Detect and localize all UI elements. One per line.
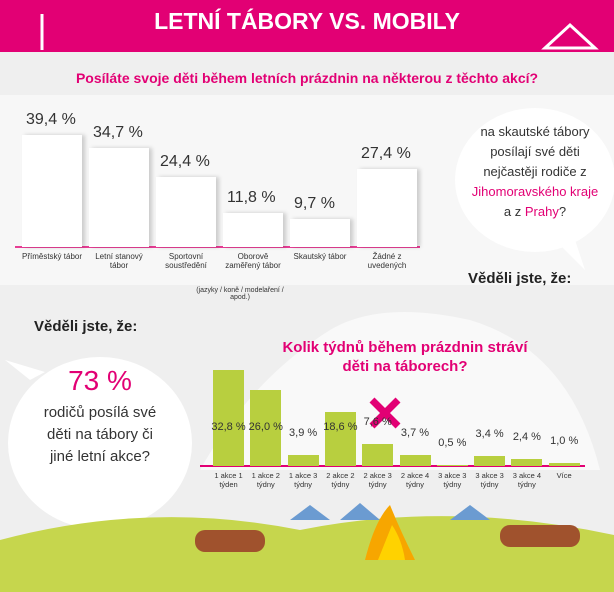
category-label: 2 akce 3 týdny — [363, 471, 392, 489]
bar — [362, 443, 394, 466]
value-label: 2,4 % — [512, 430, 541, 443]
bar — [287, 454, 319, 466]
bar — [213, 369, 244, 466]
bar — [250, 389, 282, 466]
fact-value: 73 % — [68, 365, 132, 396]
category-label: Letní stanový tábor — [95, 252, 143, 270]
value-label: 3,7 % — [400, 427, 430, 440]
category-label: Více — [556, 471, 572, 480]
value-label: 18,6 % — [323, 421, 358, 433]
value-label: 27,4 % — [361, 144, 411, 162]
value-label: 26,0 % — [248, 421, 283, 433]
category-label: Žádné z uvedených — [367, 252, 407, 270]
fact-text: ? — [558, 204, 567, 219]
value-label: 9,7 % — [294, 195, 335, 213]
category-label: 3 akce 3 týdny — [475, 471, 504, 489]
bar — [511, 458, 543, 466]
category-label: Oborově zaměřený tábor — [225, 252, 281, 270]
title: LETNÍ TÁBORY VS. MOBILY — [154, 8, 460, 34]
value-label: 1,0 % — [550, 435, 579, 448]
category-label: 1 akce 1 týden — [214, 471, 243, 489]
category-label: 3 akce 3 týdny — [438, 471, 467, 489]
category-label: 2 akce 4 týdny — [400, 471, 430, 489]
bar — [22, 134, 82, 247]
category-label: 3 akce 4 týdny — [512, 471, 542, 489]
category-label: 1 akce 2 týdny — [251, 471, 280, 489]
fact-heading: Věděli jste, že: — [468, 270, 572, 287]
category-label: 2 akce 2 týdny — [326, 471, 355, 489]
fact-heading: Věděli jste, že: — [34, 318, 138, 335]
bar — [436, 464, 468, 466]
chart-title: Posíláte svoje děti během letních prázdn… — [75, 70, 539, 86]
value-label: 24,4 % — [160, 153, 210, 171]
category-label: Skautský tábor — [293, 252, 347, 261]
value-label: 3,9 % — [289, 426, 318, 439]
fact-text: na skautské tábory posílají své děti nej… — [480, 124, 590, 179]
bar — [474, 456, 506, 466]
value-label: 11,8 % — [227, 189, 276, 207]
value-label: 3,4 % — [475, 428, 504, 441]
fact-highlight: Prahy — [524, 204, 559, 219]
bar — [548, 463, 580, 466]
chart-title: Kolik týdnů během prázdnin stráví děti n… — [282, 339, 528, 375]
fact-bubble: na skautské tábory posílají své děti nej… — [470, 122, 600, 222]
fact-highlight: Jihomoravského kraje — [471, 184, 599, 199]
category-label: Sportovní soustředění — [165, 252, 207, 270]
bar — [399, 455, 431, 466]
bar — [223, 213, 283, 247]
value-label: 39,4 % — [26, 110, 76, 128]
bar — [156, 177, 216, 247]
category-note: (jazyky / koně / modelaření / apod.) — [196, 287, 284, 301]
category-label: 1 akce 3 týdny — [288, 471, 318, 489]
bar — [357, 168, 417, 247]
value-label: 7,6 % — [363, 415, 392, 428]
bar — [324, 411, 356, 466]
bar — [89, 148, 149, 247]
value-label: 32,8 % — [211, 421, 246, 433]
bar — [290, 219, 350, 247]
category-label: Příměstský tábor — [21, 252, 82, 261]
fact-text: a z — [503, 204, 525, 219]
value-label: 0,5 % — [438, 436, 467, 449]
value-label: 34,7 % — [93, 124, 143, 142]
fact-text: rodičů posílá své děti na tábory či jiné… — [43, 404, 157, 465]
